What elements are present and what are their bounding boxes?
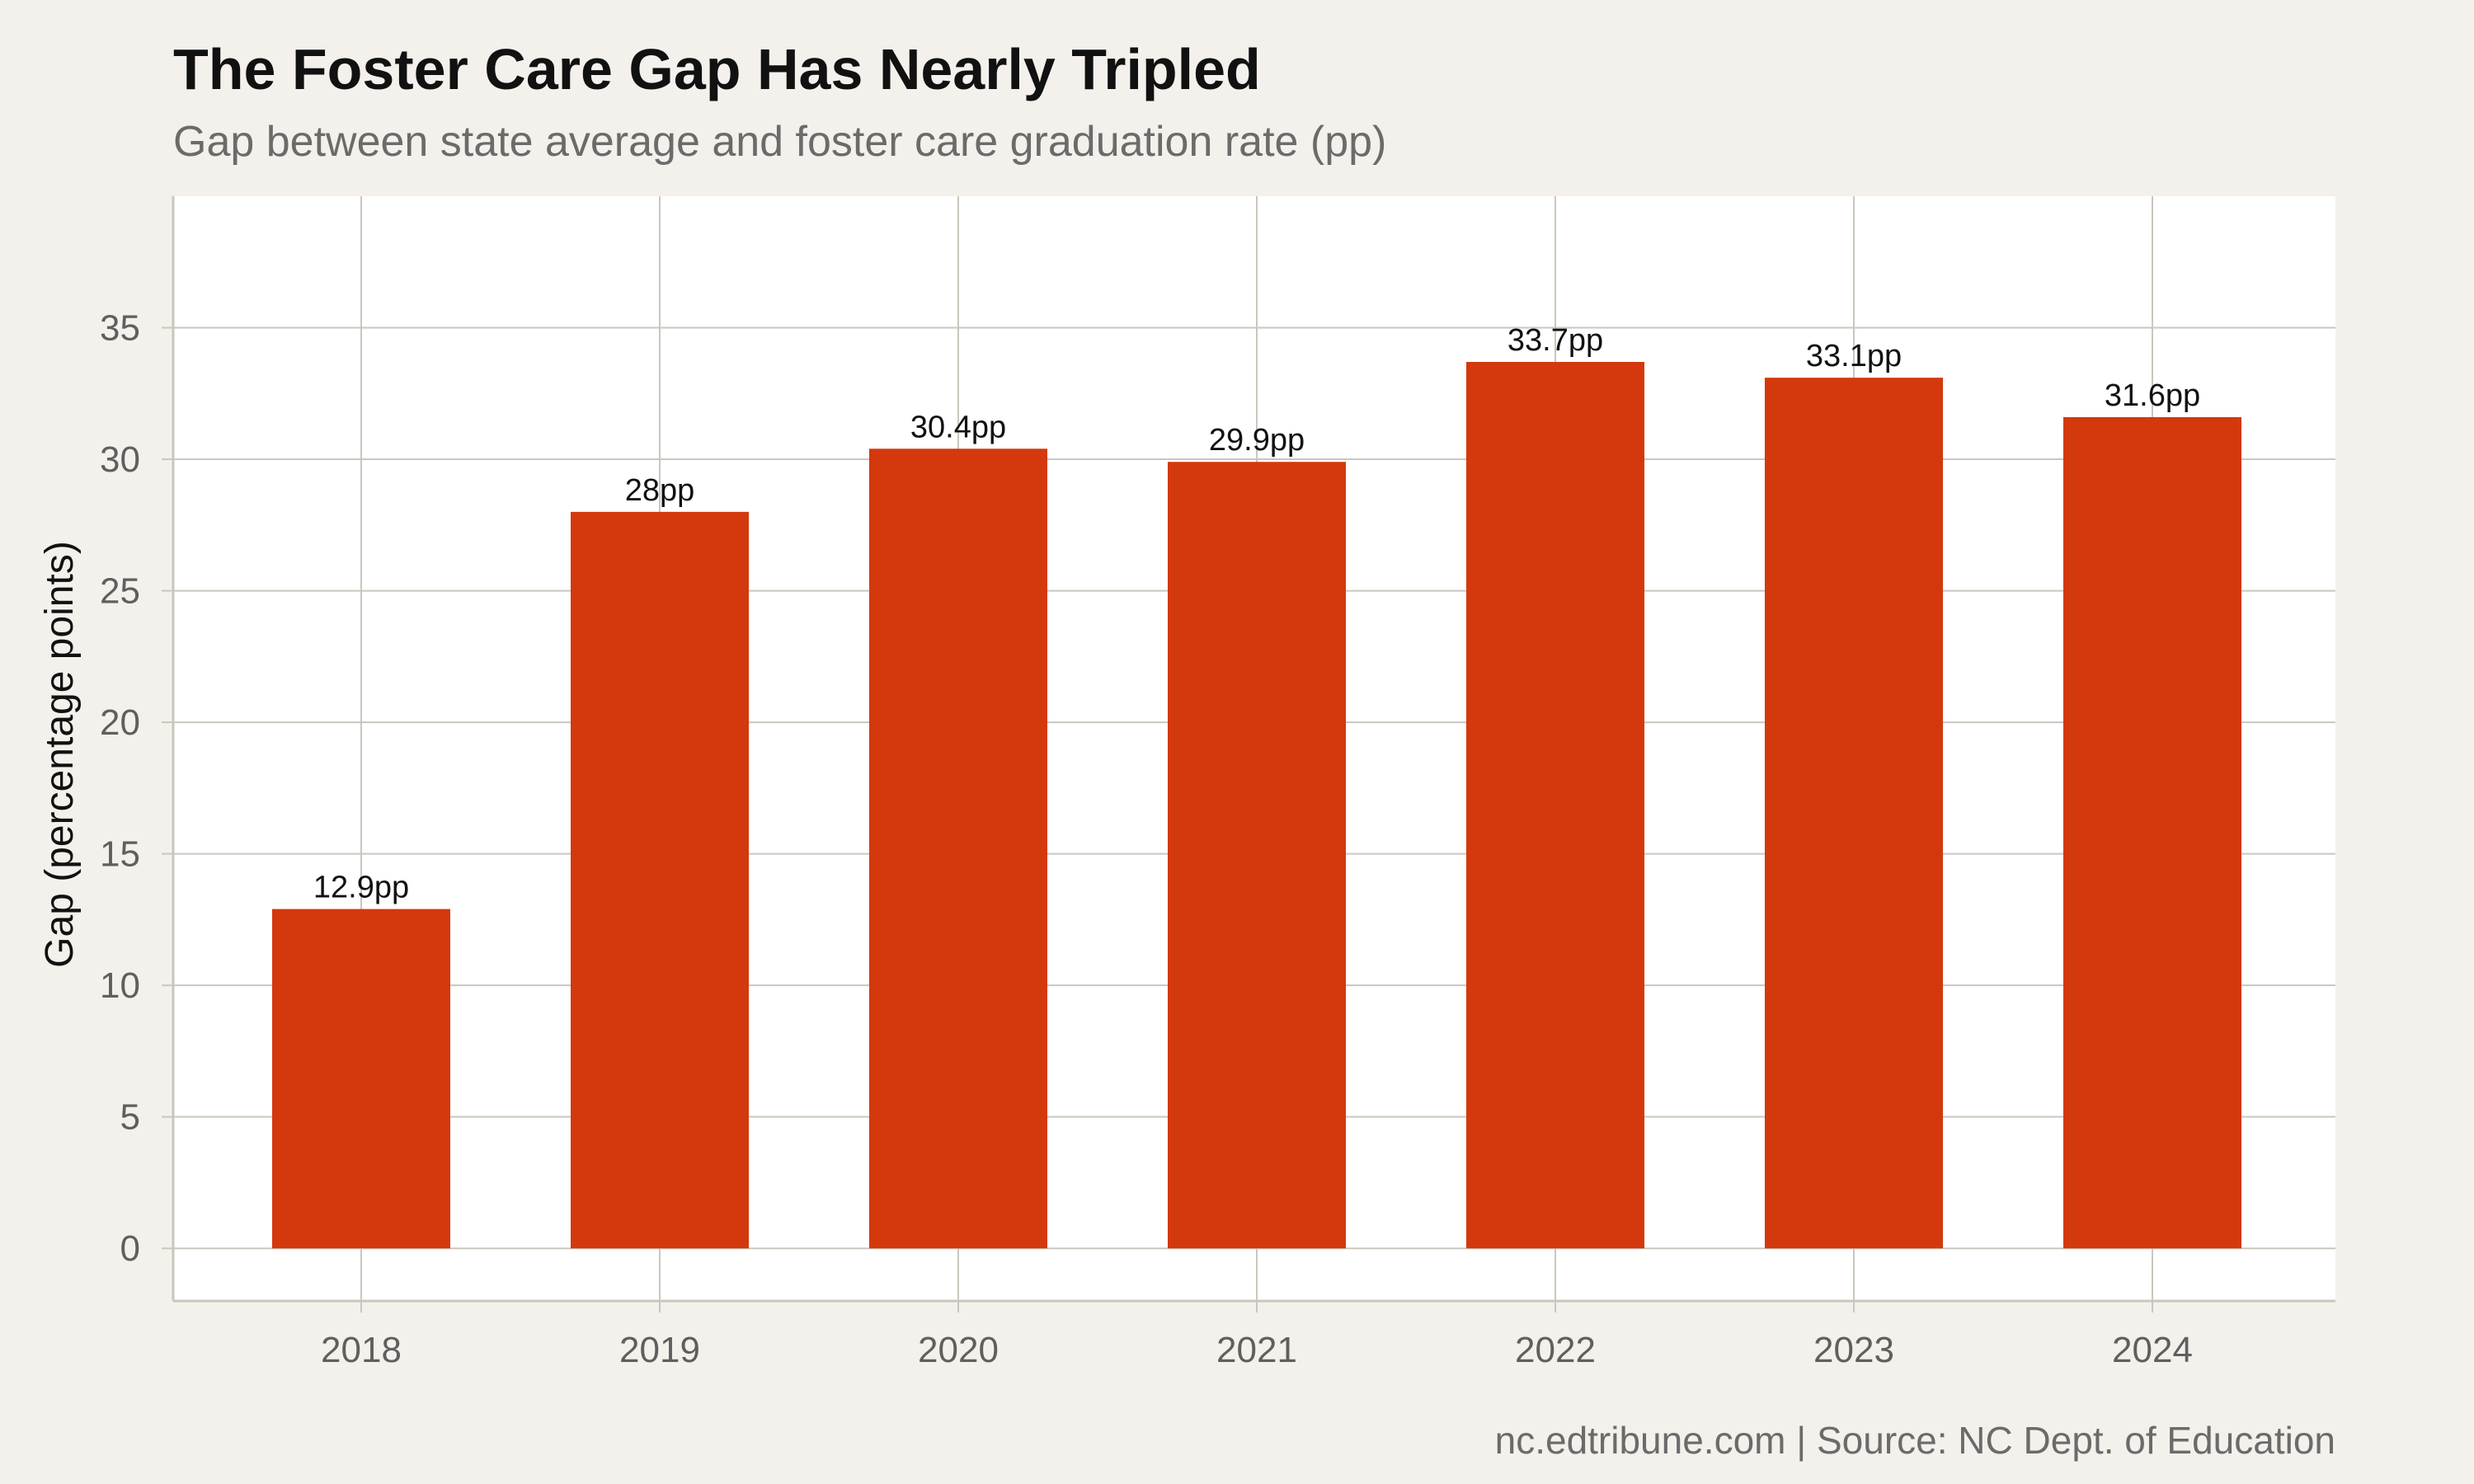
y-tick-label: 20	[100, 702, 140, 743]
data-label-2018: 12.9pp	[313, 871, 409, 905]
data-labels: 12.9pp 28pp 30.4pp 29.9pp 33.7pp 33.1pp 31.6pp	[313, 323, 2200, 905]
y-tick-label: 0	[120, 1228, 140, 1269]
y-tick-label: 5	[120, 1097, 140, 1138]
data-label-2020: 30.4pp	[910, 410, 1006, 444]
x-tick-label-2019: 2019	[619, 1330, 700, 1370]
x-tick-label-2023: 2023	[1813, 1330, 1894, 1370]
y-tick-label: 35	[100, 308, 140, 349]
data-label-2022: 33.7pp	[1507, 323, 1603, 358]
bar-2023	[1765, 378, 1943, 1249]
source-caption: nc.edtribune.com | Source: NC Dept. of E…	[1494, 1419, 2335, 1462]
x-tick-label-2018: 2018	[321, 1330, 402, 1370]
chart-subtitle: Gap between state average and foster car…	[173, 118, 1387, 166]
y-tick-label: 30	[100, 439, 140, 480]
y-tick-label: 15	[100, 834, 140, 875]
data-label-2023: 33.1pp	[1806, 339, 1902, 373]
y-axis-title: Gap (percentage points)	[38, 541, 82, 968]
x-tick-label-2024: 2024	[2112, 1330, 2193, 1370]
chart-title: The Foster Care Gap Has Nearly Tripled	[173, 37, 1261, 101]
data-label-2021: 29.9pp	[1209, 423, 1305, 458]
x-tick-label-2021: 2021	[1216, 1330, 1297, 1370]
axes: 0 5 10 15 20 25 30 35 2018 2019 2020 2021 2022 2023 20…	[100, 196, 2335, 1370]
bar-2021	[1168, 462, 1346, 1249]
data-label-2024: 31.6pp	[2105, 378, 2200, 413]
bar-2019	[571, 511, 749, 1249]
data-label-2019: 28pp	[625, 473, 695, 508]
y-tick-label: 25	[100, 571, 140, 612]
x-tick-label-2022: 2022	[1515, 1330, 1596, 1370]
bar-2022	[1466, 362, 1644, 1249]
bar-2020	[869, 448, 1047, 1249]
x-tick-label-2020: 2020	[918, 1330, 999, 1370]
y-tick-label: 10	[100, 965, 140, 1006]
bars	[272, 362, 2241, 1249]
bar-2018	[272, 909, 450, 1249]
bar-2024	[2063, 417, 2241, 1249]
